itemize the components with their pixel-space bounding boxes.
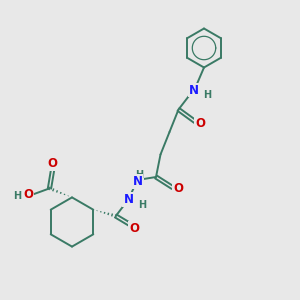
Text: N: N	[188, 83, 199, 97]
Text: O: O	[47, 157, 58, 170]
Text: H: H	[203, 89, 211, 100]
Text: H: H	[138, 200, 146, 210]
Text: O: O	[23, 188, 34, 201]
Text: O: O	[173, 182, 183, 196]
Text: H: H	[135, 169, 143, 180]
Text: O: O	[195, 116, 206, 130]
Text: O: O	[129, 221, 140, 235]
Text: N: N	[132, 175, 142, 188]
Text: H: H	[13, 191, 22, 201]
Text: N: N	[123, 193, 134, 206]
